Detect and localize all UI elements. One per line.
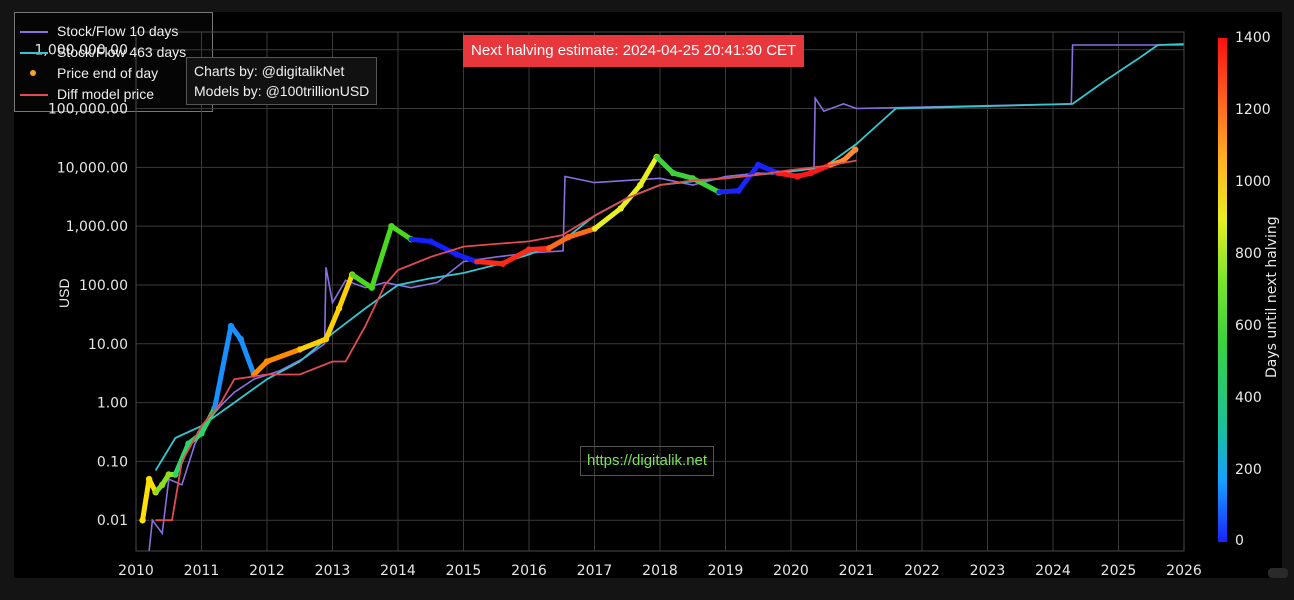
price-segment [565, 226, 597, 240]
credits-box: Charts by: @digitalikNet Models by: @100… [186, 57, 378, 105]
x-tick-label: 2012 [249, 563, 285, 578]
legend-label: Stock/Flow 10 days [57, 23, 179, 39]
price-segment [637, 154, 660, 188]
legend-label: Stock/Flow 463 days [57, 44, 187, 60]
y-tick-label: 10.00 [88, 337, 128, 353]
legend-dot-swatch [30, 70, 36, 76]
price-segment [323, 305, 342, 342]
legend-label: Price end of day [57, 65, 159, 81]
price-segment [297, 336, 329, 352]
colorbar [1218, 38, 1227, 542]
colorbar-tick: 800 [1235, 246, 1262, 262]
x-tick-label: 2013 [315, 563, 351, 578]
colorbar-tick: 200 [1235, 462, 1262, 478]
x-tick-label: 2022 [904, 563, 940, 578]
price-segment [228, 323, 244, 342]
price-segment [251, 358, 270, 378]
legend-line-swatch [20, 52, 48, 54]
y-tick-label: 0.10 [97, 454, 128, 470]
colorbar-tick: 1200 [1235, 102, 1271, 118]
y-tick-label: 1.00 [97, 396, 128, 412]
legend-item-diff[interactable]: Diff model price [14, 85, 204, 105]
price-segment [336, 272, 355, 311]
plot-area-border [135, 31, 1185, 552]
x-tick-label: 2024 [1035, 563, 1071, 578]
scrollbar-handle[interactable] [1268, 568, 1288, 578]
y-tick-label: 10,000.00 [57, 160, 128, 176]
y-axis-label: USD [56, 278, 72, 308]
x-tick-label: 2026 [1166, 563, 1202, 578]
price-chart: 2010 2011 2012 2013 2014 2015 2016 2017 2018 2019… [34, 31, 1202, 578]
price-segment [408, 236, 434, 244]
credits-charts-by: Charts by: @digitalikNet [194, 63, 345, 79]
x-tick-label: 2021 [839, 563, 875, 578]
price-segment [840, 147, 858, 164]
x-tick-label: 2023 [970, 563, 1006, 578]
legend-label: Diff model price [57, 86, 155, 102]
price-segment [454, 251, 480, 265]
y-tick-label: 0.01 [97, 513, 128, 529]
series-line-3 [155, 159, 857, 522]
colorbar-tick: 600 [1235, 318, 1262, 334]
y-tick-label: 1,000,000.00 [34, 43, 128, 59]
legend-item-sf10[interactable]: Stock/Flow 10 days [14, 22, 204, 42]
x-tick-label: 2017 [577, 563, 613, 578]
price-segment [212, 323, 234, 411]
x-tick-label: 2011 [184, 563, 220, 578]
colorbar-tick: 400 [1235, 390, 1262, 406]
price-segment [388, 223, 414, 242]
credits-models-by: Models by: @100trillionUSD [194, 83, 370, 99]
series-line-1 [154, 43, 1185, 471]
x-tick-label: 2020 [773, 563, 809, 578]
chart-frame: 2010 2011 2012 2013 2014 2015 2016 2017 2018 2019… [14, 12, 1282, 578]
y-tick-label: 1,000.00 [66, 219, 128, 235]
price-segment [670, 170, 696, 181]
chart-legend: Stock/Flow 10 days Stock/Flow 463 days P… [14, 12, 213, 112]
price-segment [775, 170, 801, 179]
site-link[interactable]: https://digitalik.net [580, 446, 715, 476]
x-tick-label: 2018 [642, 563, 678, 578]
x-tick-label: 2014 [380, 563, 416, 578]
colorbar-title: Days until next halving [1264, 216, 1280, 378]
price-segment [140, 476, 152, 523]
price-segment [500, 247, 532, 267]
price-segment [428, 238, 460, 257]
x-tick-label: 2025 [1101, 563, 1137, 578]
price-segment [474, 259, 506, 267]
price-segment [172, 441, 191, 477]
legend-line-swatch [20, 94, 48, 96]
legend-item-sf463[interactable]: Stock/Flow 463 days [14, 43, 204, 63]
halving-estimate-banner: Next halving estimate: 2024-04-25 20:41:… [463, 35, 805, 67]
price-segment [369, 223, 394, 291]
price-segment [264, 346, 303, 364]
price-segment [238, 336, 257, 378]
price-segment [716, 188, 742, 195]
colorbar-tick: 0 [1235, 533, 1244, 549]
legend-line-swatch [20, 31, 48, 33]
price-segment [526, 245, 552, 253]
x-tick-label: 2010 [118, 563, 154, 578]
legend-item-price[interactable]: Price end of day [14, 64, 204, 84]
price-segment [736, 162, 761, 194]
price-segment [654, 154, 676, 176]
price-segment [349, 272, 375, 291]
price-segment [546, 234, 571, 251]
colorbar-tick: 1000 [1235, 174, 1271, 190]
y-tick-label: 100,000.00 [48, 102, 128, 118]
colorbar-tick: 1400 [1235, 30, 1271, 46]
x-tick-label: 2015 [446, 563, 482, 578]
y-tick-label: 100.00 [79, 278, 128, 294]
x-tick-label: 2019 [708, 563, 744, 578]
price-segment [592, 205, 624, 232]
x-tick-label: 2016 [511, 563, 547, 578]
